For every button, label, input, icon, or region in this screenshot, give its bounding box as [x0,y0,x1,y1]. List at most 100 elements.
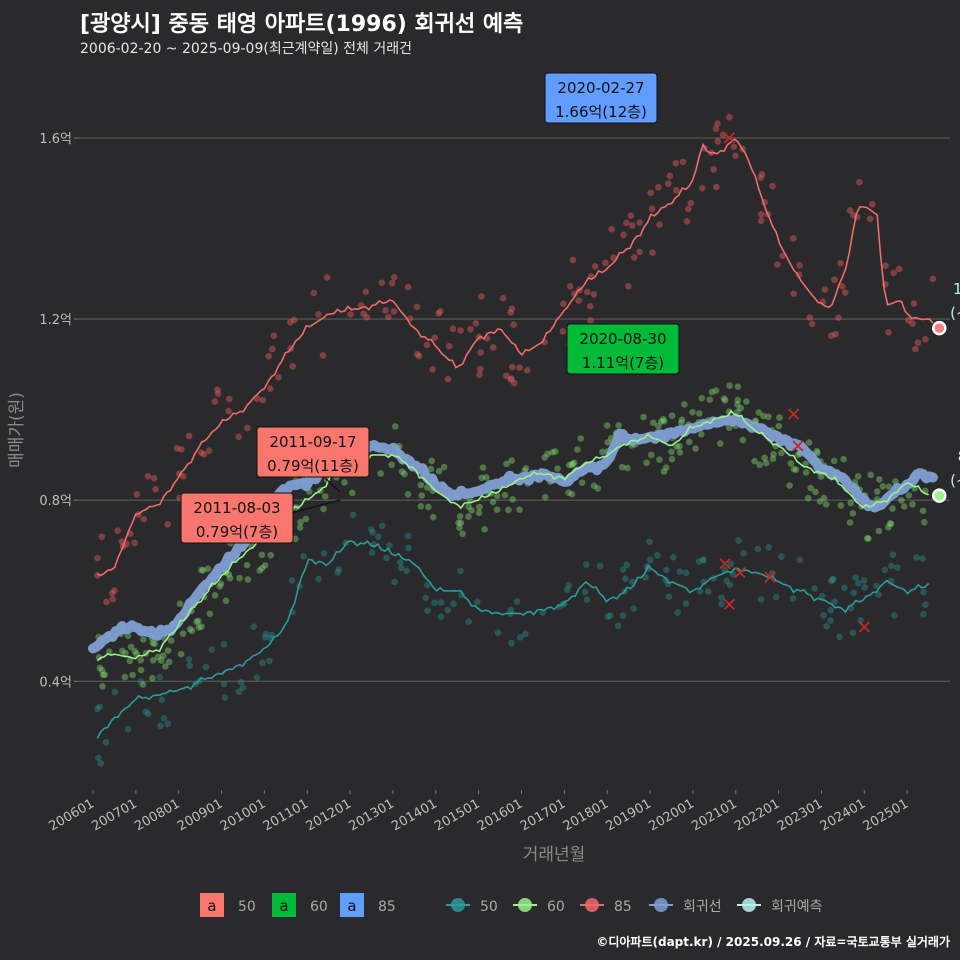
data-point-60 [681,401,688,408]
data-point-85 [265,352,272,360]
data-point-60 [489,498,497,506]
data-point-60 [603,422,611,429]
data-point-85 [144,472,152,480]
data-point-60 [787,460,795,467]
data-point-60 [716,440,724,447]
data-point-85 [404,283,412,291]
y-tick-label: 1.6억 [39,132,72,147]
data-point-60 [876,476,883,483]
data-point-60 [99,683,106,690]
data-point-50 [565,582,573,589]
data-point-50 [818,592,826,600]
data-point-60 [875,527,883,535]
data-point-60 [186,625,194,633]
data-point-60 [885,483,893,491]
data-point-85 [98,533,106,541]
data-point-85 [109,595,117,603]
data-point-50 [403,567,411,575]
data-point-85 [673,187,680,194]
data-point-60 [590,482,598,490]
data-point-50 [823,623,830,630]
data-point-50 [735,537,742,544]
data-point-85 [214,390,222,397]
data-point-60 [244,576,252,583]
data-point-50 [158,696,166,704]
data-point-60 [99,671,107,679]
x-tick-label: 201701 [518,796,568,834]
data-point-50 [250,623,257,631]
data-point-60 [440,463,448,471]
data-point-85 [620,231,627,239]
data-point-60 [846,519,854,526]
data-point-50 [619,612,627,620]
data-point-60 [657,418,665,425]
annotation-50-a-box [256,426,370,478]
data-point-50 [437,599,445,606]
data-point-60 [569,460,576,468]
data-point-60 [541,454,548,461]
grid [78,137,950,682]
data-point-85 [431,334,439,342]
data-point-60 [176,600,184,608]
cancel-mark [858,621,870,633]
data-point-60 [805,439,813,446]
legend-fill-glyph: a [207,897,216,915]
data-point-85 [205,447,213,454]
data-point-50 [368,549,376,556]
data-point-85 [516,364,523,371]
data-point-60 [549,448,556,456]
data-point-85 [610,254,617,262]
data-point-60 [291,535,299,543]
data-point-50 [465,618,472,625]
data-point-50 [852,574,859,581]
data-point-85 [710,166,718,173]
data-point-50 [789,595,797,602]
data-point-85 [831,276,838,283]
data-point-60 [720,395,728,402]
data-point-85 [214,386,221,394]
data-point-50 [919,555,926,563]
data-point-85 [477,349,484,356]
data-point-85 [909,320,916,327]
data-point-60 [216,583,224,590]
data-point-50 [676,568,684,575]
data-point-60 [565,461,573,469]
data-point-60 [179,630,187,637]
data-point-85 [656,221,663,228]
data-point-60 [565,489,572,496]
data-point-85 [821,286,829,293]
data-point-60 [468,507,475,514]
forecast-point-60 [932,488,947,503]
data-point-60 [889,505,896,512]
data-point-85 [225,407,232,415]
data-point-60 [522,465,530,472]
data-point-60 [685,438,693,446]
data-point-50 [185,656,193,663]
legend-fill-glyph: a [279,897,288,915]
data-point-60 [193,618,200,626]
data-point-85 [649,249,656,256]
data-point-50 [778,553,785,560]
data-point-60 [725,408,733,416]
data-point-85 [591,262,599,270]
data-point-50 [288,577,296,584]
data-point-60 [696,410,703,417]
data-point-60 [418,492,426,499]
legend-line-label: 85 [614,899,632,915]
data-point-60 [678,416,686,424]
data-point-50 [646,538,653,545]
data-point-85 [683,218,691,225]
data-point-85 [713,183,720,191]
data-point-85 [270,332,278,340]
data-point-85 [769,182,776,190]
data-point-60 [456,512,464,520]
data-point-50 [768,569,776,577]
data-point-50 [829,575,837,583]
data-point-60 [668,448,675,456]
data-point-85 [575,297,582,304]
data-point-85 [905,317,912,324]
data-point-50 [663,566,670,574]
data-point-50 [857,617,864,624]
data-point-85 [757,174,765,182]
data-point-85 [152,486,159,493]
